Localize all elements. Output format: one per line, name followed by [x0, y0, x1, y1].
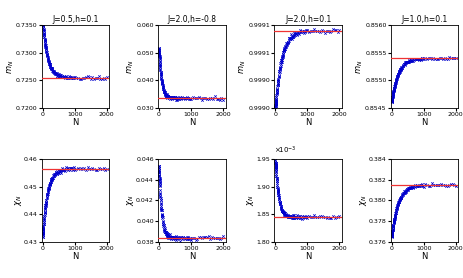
X-axis label: N: N [305, 118, 312, 127]
X-axis label: N: N [305, 252, 312, 261]
Title: J=2.0,h=0.1: J=2.0,h=0.1 [285, 15, 332, 24]
X-axis label: N: N [421, 118, 428, 127]
Y-axis label: $\chi_N$: $\chi_N$ [13, 195, 24, 206]
X-axis label: N: N [188, 252, 195, 261]
Title: J=1.0,h=0.1: J=1.0,h=0.1 [401, 15, 448, 24]
Y-axis label: $m_N$: $m_N$ [355, 59, 365, 74]
Text: $\times\!10^{-3}$: $\times\!10^{-3}$ [275, 145, 297, 156]
X-axis label: N: N [421, 252, 428, 261]
X-axis label: N: N [72, 118, 79, 127]
Y-axis label: $m_N$: $m_N$ [126, 59, 136, 74]
Title: J=2.0,h=-0.8: J=2.0,h=-0.8 [167, 15, 216, 24]
Title: J=0.5,h=0.1: J=0.5,h=0.1 [52, 15, 99, 24]
X-axis label: N: N [188, 118, 195, 127]
Y-axis label: $m_N$: $m_N$ [238, 59, 249, 74]
Y-axis label: $\chi_N$: $\chi_N$ [245, 195, 257, 206]
Y-axis label: $\chi_N$: $\chi_N$ [358, 195, 369, 206]
X-axis label: N: N [72, 252, 79, 261]
Y-axis label: $m_N$: $m_N$ [6, 59, 16, 74]
Y-axis label: $\chi_N$: $\chi_N$ [125, 195, 136, 206]
